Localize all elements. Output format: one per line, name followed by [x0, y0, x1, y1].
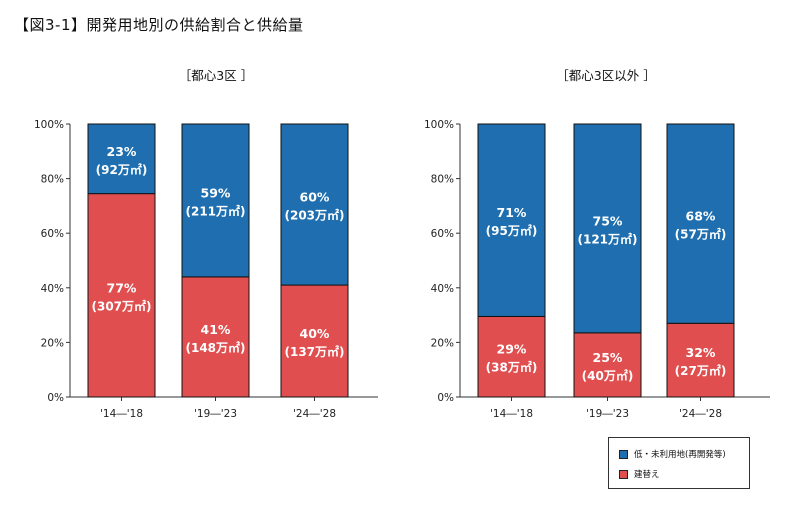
y-tick-label: 60% [41, 228, 64, 240]
x-tick-label: '24―'28 [679, 408, 722, 420]
data-label-percent: 29% [497, 342, 527, 357]
data-label-percent: 59% [201, 185, 231, 200]
figure-title: 【図3-1】開発用地別の供給割合と供給量 [14, 16, 304, 34]
y-tick-label: 0% [47, 392, 64, 404]
bar-segment-redevelop [573, 123, 642, 334]
data-label-percent: 41% [201, 322, 231, 337]
data-label-amount: (95万㎡) [486, 223, 538, 238]
x-tick-label: '14―'18 [490, 408, 533, 420]
data-label-percent: 60% [300, 190, 330, 205]
data-label-amount: (137万㎡) [284, 344, 344, 359]
bar-segment-redevelop [87, 123, 156, 195]
bar-segment-rebuild [181, 276, 250, 398]
y-tick-label: 80% [41, 174, 64, 186]
bar-segment-redevelop [666, 123, 735, 324]
x-tick-label: '19―'23 [194, 408, 237, 420]
y-tick-label: 40% [431, 283, 454, 295]
data-label-amount: (211万㎡) [185, 203, 245, 218]
y-tick-label: 60% [431, 228, 454, 240]
bar-segment-rebuild [280, 284, 349, 398]
x-tick-label: '19―'23 [586, 408, 629, 420]
data-label-amount: (307万㎡) [91, 298, 151, 313]
y-tick-label: 80% [431, 174, 454, 186]
legend-label-redevelop: 低・未利用地(再開発等) [634, 450, 726, 460]
bar-segment-rebuild [573, 332, 642, 398]
data-label-percent: 77% [107, 280, 137, 295]
data-label-percent: 75% [593, 213, 623, 228]
legend: 低・未利用地(再開発等) 建替え [608, 437, 750, 489]
y-tick-label: 20% [431, 337, 454, 349]
data-label-amount: (203万㎡) [284, 208, 344, 223]
bar-segment-redevelop [280, 123, 349, 286]
data-label-amount: (40万㎡) [582, 368, 634, 383]
y-tick-label: 100% [424, 119, 454, 131]
data-label-percent: 25% [593, 350, 623, 365]
y-tick-label: 40% [41, 283, 64, 295]
legend-label-rebuild: 建替え [634, 470, 660, 480]
bar-segment-rebuild [87, 193, 156, 398]
y-tick-label: 100% [34, 119, 64, 131]
data-label-percent: 23% [107, 144, 137, 159]
legend-swatch-redevelop [619, 449, 628, 459]
data-label-amount: (121万㎡) [577, 231, 637, 246]
legend-item-redevelop: 低・未利用地(再開発等) [619, 448, 726, 460]
bar-segment-rebuild [477, 315, 546, 398]
data-label-amount: (148万㎡) [185, 340, 245, 355]
data-label-percent: 68% [686, 209, 716, 224]
chart-title: ［都心3区以外 ］ [556, 68, 655, 83]
y-tick-label: 20% [41, 337, 64, 349]
data-label-amount: (38万㎡) [486, 360, 538, 375]
bar-segment-redevelop [477, 123, 546, 317]
chart-title: ［都心3区 ］ [179, 68, 253, 83]
data-label-percent: 71% [497, 205, 527, 220]
bar-segment-rebuild [666, 322, 735, 398]
x-tick-label: '24―'28 [293, 408, 336, 420]
data-label-amount: (27万㎡) [675, 363, 727, 378]
data-label-amount: (57万㎡) [675, 227, 727, 242]
data-label-percent: 32% [686, 345, 716, 360]
y-tick-label: 0% [437, 392, 454, 404]
data-label-percent: 40% [300, 326, 330, 341]
x-tick-label: '14―'18 [100, 408, 143, 420]
data-label-amount: (92万㎡) [96, 162, 148, 177]
legend-swatch-rebuild [619, 469, 628, 479]
legend-item-rebuild: 建替え [619, 468, 660, 480]
bar-segment-redevelop [181, 123, 250, 278]
